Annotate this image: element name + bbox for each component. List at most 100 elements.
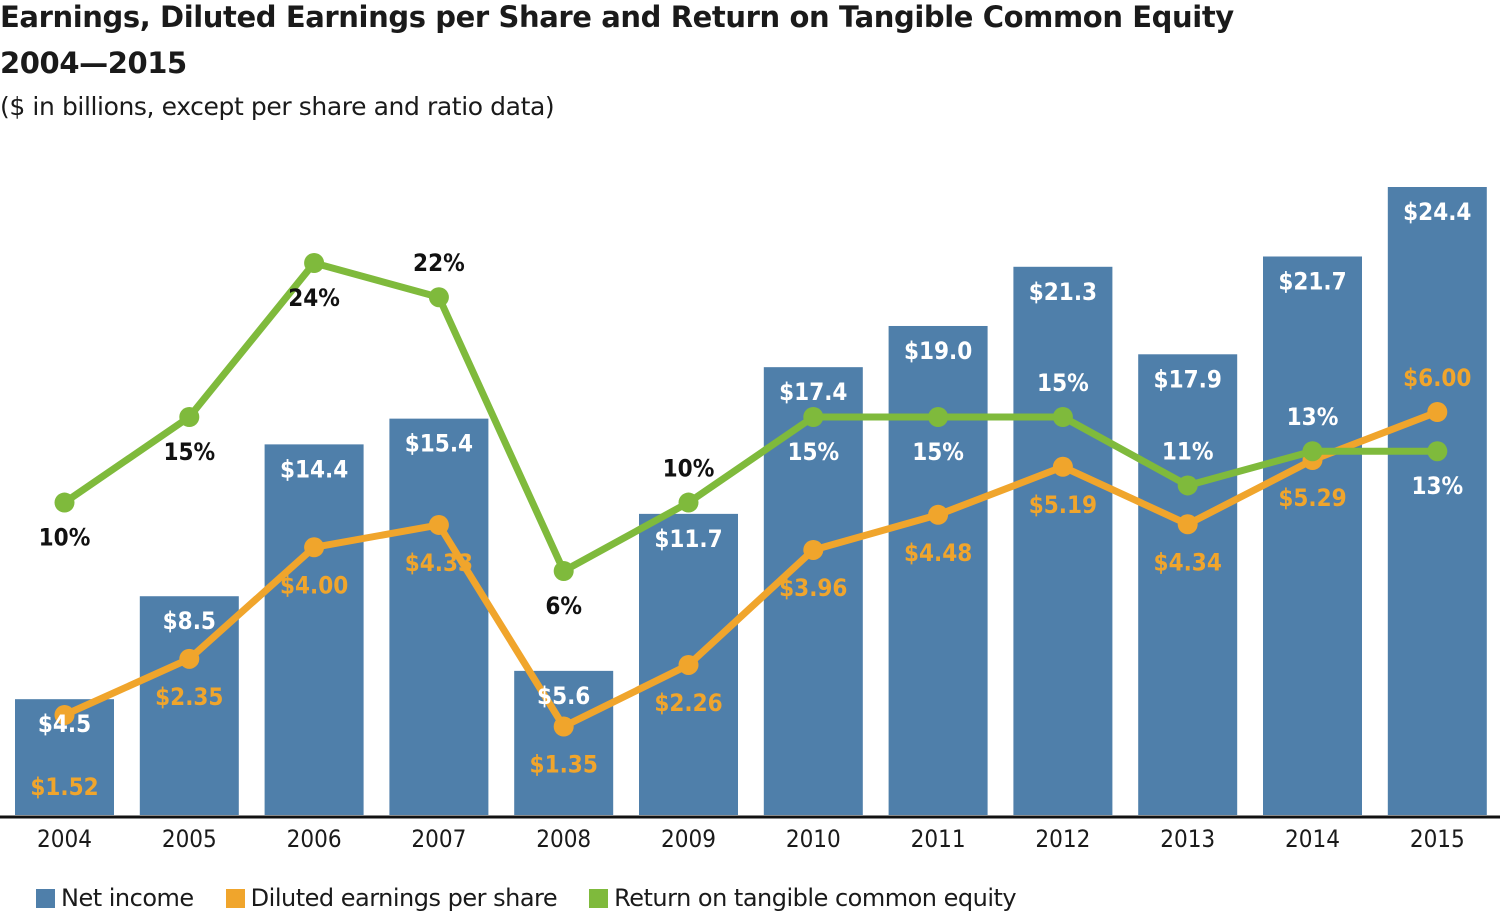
x-tick-label-2004: 2004 xyxy=(37,825,92,853)
x-tick-label-2006: 2006 xyxy=(287,825,342,853)
rotce-point-2010 xyxy=(803,407,824,427)
label-rotce-2014: 13% xyxy=(1287,403,1339,431)
x-tick-label-2015: 2015 xyxy=(1410,825,1465,853)
data-labels: $4.5 $8.5 $14.4 $15.4 $5.6 $11.7 $17.4 $19.0 $21… xyxy=(30,198,1471,801)
chart-title: Earnings, Diluted Earnings per Share and… xyxy=(0,0,1234,86)
label-net-income-2011: $19.0 xyxy=(904,337,972,365)
x-tick-label-2010: 2010 xyxy=(786,825,841,853)
x-tick-label-2009: 2009 xyxy=(661,825,716,853)
bar-net-income-2008 xyxy=(514,670,614,815)
legend-item-eps: Diluted earnings per share xyxy=(225,884,558,912)
bar-net-income-2006 xyxy=(264,444,364,815)
rotce-point-2012 xyxy=(1052,407,1073,427)
eps-point-2012 xyxy=(1052,456,1073,477)
label-net-income-2006: $14.4 xyxy=(280,455,348,483)
x-tick-label-2014: 2014 xyxy=(1285,825,1340,853)
label-net-income-2014: $21.7 xyxy=(1278,267,1346,295)
eps-point-2005 xyxy=(179,648,200,669)
x-tick-label-2005: 2005 xyxy=(162,825,217,853)
rotce-point-2011 xyxy=(928,407,949,427)
rotce-line xyxy=(62,259,1438,575)
legend-item-rotce: Return on tangible common equity xyxy=(589,884,1017,912)
x-tick-label-2007: 2007 xyxy=(411,825,466,853)
eps-point-2010 xyxy=(803,539,824,560)
rotce-point-2006 xyxy=(304,253,325,273)
eps-point-2006 xyxy=(304,537,325,558)
label-net-income-2013: $17.9 xyxy=(1154,365,1222,393)
label-net-income-2008: $5.6 xyxy=(537,682,590,710)
label-rotce-2013: 11% xyxy=(1162,437,1214,465)
bar-net-income-2007 xyxy=(389,418,489,815)
bar-net-income-2014 xyxy=(1263,256,1362,815)
rotce-point-2015 xyxy=(1427,441,1448,462)
label-eps-2007: $4.33 xyxy=(405,549,473,577)
eps-point-2009 xyxy=(678,654,699,675)
x-tick-label-2012: 2012 xyxy=(1035,825,1090,853)
eps-point-2008 xyxy=(553,716,574,737)
rotce-point-2013 xyxy=(1177,475,1198,496)
eps-point-2007 xyxy=(428,514,449,535)
label-eps-2012: $5.19 xyxy=(1029,491,1097,519)
x-tick-label-2008: 2008 xyxy=(536,825,591,853)
legend-swatch-eps xyxy=(225,888,245,908)
eps-point-2013 xyxy=(1177,514,1198,535)
label-rotce-2004: 10% xyxy=(39,524,91,552)
rotce-point-2005 xyxy=(179,407,200,427)
legend-label-net-income: Net income xyxy=(61,884,194,912)
label-rotce-2012: 15% xyxy=(1037,369,1089,397)
label-eps-2015: $6.00 xyxy=(1403,364,1471,392)
label-rotce-2011: 15% xyxy=(912,438,964,466)
label-eps-2014: $5.29 xyxy=(1278,484,1346,512)
rotce-point-2014 xyxy=(1302,441,1323,462)
label-net-income-2015: $24.4 xyxy=(1403,198,1471,226)
label-net-income-2010: $17.4 xyxy=(779,378,847,406)
line-series-rotce xyxy=(54,253,1448,581)
label-eps-2011: $4.48 xyxy=(904,539,972,567)
legend: Net income Diluted earnings per share Re… xyxy=(36,884,1017,912)
label-rotce-2007: 22% xyxy=(413,249,465,277)
legend-swatch-rotce xyxy=(589,888,609,908)
bar-net-income-2015 xyxy=(1387,187,1487,815)
bar-net-income-2012 xyxy=(1013,266,1113,816)
x-tick-label-2013: 2013 xyxy=(1160,825,1215,853)
eps-point-2015 xyxy=(1427,402,1448,422)
rotce-point-2007 xyxy=(428,287,449,308)
eps-point-2004 xyxy=(54,705,75,725)
bar-series-net-income xyxy=(15,187,1487,816)
label-eps-2006: $4.00 xyxy=(280,571,348,599)
legend-swatch-net-income xyxy=(36,888,55,908)
eps-line xyxy=(63,408,1439,730)
rotce-point-2008 xyxy=(553,561,574,581)
label-eps-2010: $3.96 xyxy=(779,574,847,602)
rotce-point-2004 xyxy=(54,492,75,513)
label-eps-2009: $2.26 xyxy=(654,689,722,717)
bar-net-income-2013 xyxy=(1138,354,1238,815)
label-rotce-2009: 10% xyxy=(663,455,715,483)
label-eps-2008: $1.35 xyxy=(530,750,598,778)
label-rotce-2008: 6% xyxy=(545,592,582,620)
label-eps-2005: $2.35 xyxy=(155,683,223,711)
eps-point-2011 xyxy=(928,504,949,525)
label-net-income-2009: $11.7 xyxy=(654,525,722,553)
legend-item-net-income: Net income xyxy=(36,884,194,912)
x-axis: 2004 2005 2006 2007 2008 2009 2010 2011 2012 2013… xyxy=(0,815,1500,853)
bar-net-income-2011 xyxy=(888,325,988,815)
rotce-point-2009 xyxy=(678,492,699,513)
label-net-income-2004: $4.5 xyxy=(38,710,91,738)
label-net-income-2005: $8.5 xyxy=(163,607,216,635)
label-eps-2004: $1.52 xyxy=(30,773,98,801)
label-net-income-2012: $21.3 xyxy=(1029,278,1097,306)
label-rotce-2015: 13% xyxy=(1411,472,1463,500)
x-tick-label-2011: 2011 xyxy=(911,825,966,853)
label-rotce-2005: 15% xyxy=(163,438,215,466)
legend-label-rotce: Return on tangible common equity xyxy=(614,884,1017,912)
label-net-income-2007: $15.4 xyxy=(405,430,473,458)
legend-label-eps: Diluted earnings per share xyxy=(250,884,558,912)
label-rotce-2010: 15% xyxy=(787,438,839,466)
label-eps-2013: $4.34 xyxy=(1154,548,1222,576)
chart-subtitle: ($ in billions, except per share and rat… xyxy=(0,92,555,121)
line-series-eps xyxy=(54,402,1448,737)
chart-title-line1: Earnings, Diluted Earnings per Share and… xyxy=(0,0,1234,34)
chart-title-line2: 2004—2015 xyxy=(0,46,187,80)
